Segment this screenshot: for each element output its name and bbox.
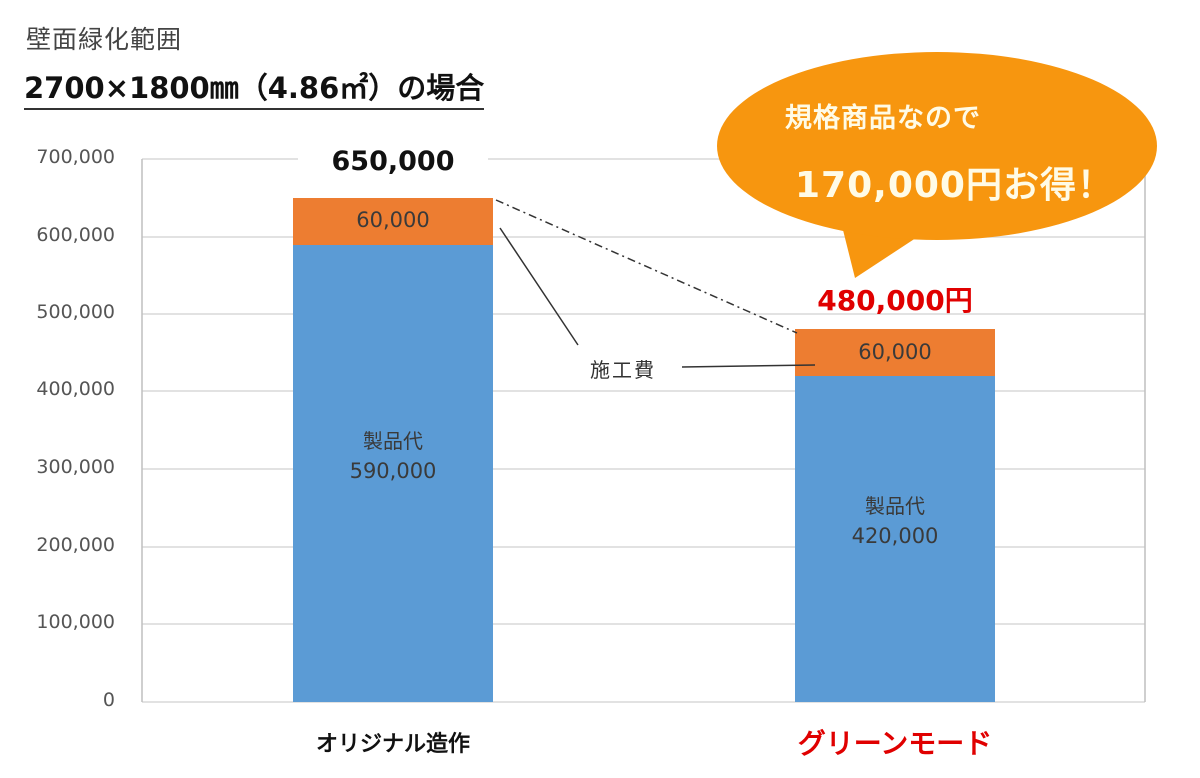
bar-greenmode-construction bbox=[795, 329, 995, 376]
y-tick-label: 700,000 bbox=[36, 146, 115, 168]
savings-speech-bubble bbox=[717, 52, 1157, 278]
segment-title: 製品代 bbox=[865, 494, 925, 518]
segment-greenmode-construction: 60,000 bbox=[795, 329, 995, 376]
total-label-greenmode: 480,000円 bbox=[817, 284, 973, 317]
callout-line-greenmode bbox=[681, 364, 816, 368]
segment-value: 420,000 bbox=[851, 524, 939, 548]
segment-value: 60,000 bbox=[858, 340, 932, 364]
chart-title: 2700×1800㎜（4.86㎡）の場合 bbox=[24, 70, 485, 110]
y-tick-label: 200,000 bbox=[36, 534, 115, 556]
x-category-label-original: オリジナル造作 bbox=[315, 732, 470, 757]
segment-value: 590,000 bbox=[349, 459, 437, 483]
bar-greenmode-product bbox=[795, 376, 995, 702]
y-tick-label: 300,000 bbox=[36, 456, 115, 478]
x-category-label-greenmode: グリーンモード bbox=[797, 727, 993, 760]
bar-original-construction bbox=[293, 198, 493, 245]
construction-cost-annotation: 施工費 bbox=[590, 358, 656, 382]
y-tick-label: 0 bbox=[102, 689, 115, 711]
y-tick-label: 100,000 bbox=[36, 611, 115, 633]
segment-original-construction: 60,000 bbox=[293, 198, 493, 245]
y-tick-label: 500,000 bbox=[36, 301, 115, 323]
segment-value: 60,000 bbox=[356, 208, 430, 232]
bar-original-product bbox=[293, 245, 493, 702]
callout-line-2: 170,000円お得！ bbox=[795, 165, 1114, 206]
y-tick-label: 400,000 bbox=[36, 378, 115, 400]
total-label-original: 650,000 bbox=[298, 145, 488, 179]
totals-connector-line bbox=[495, 199, 798, 334]
segment-title: 製品代 bbox=[363, 429, 423, 453]
y-tick-label: 600,000 bbox=[36, 224, 115, 246]
callout-line-1: 規格商品なので bbox=[785, 103, 981, 134]
callout-line-original bbox=[499, 227, 579, 346]
chart-subtitle: 壁面緑化範囲 bbox=[26, 25, 183, 54]
